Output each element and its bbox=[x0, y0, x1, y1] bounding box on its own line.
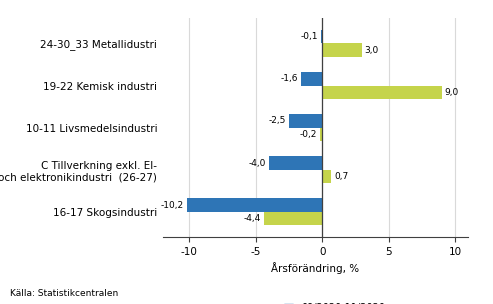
Bar bbox=[319, 128, 322, 141]
Bar bbox=[264, 212, 322, 225]
Bar bbox=[322, 43, 362, 57]
Text: 0,7: 0,7 bbox=[334, 172, 349, 181]
Bar bbox=[289, 114, 322, 128]
Text: -4,4: -4,4 bbox=[244, 214, 261, 223]
Text: -1,6: -1,6 bbox=[281, 74, 298, 83]
Bar bbox=[322, 86, 442, 99]
Bar bbox=[269, 156, 322, 170]
Text: 9,0: 9,0 bbox=[444, 88, 458, 97]
X-axis label: Årsförändring, %: Årsförändring, % bbox=[272, 262, 359, 274]
Bar bbox=[322, 170, 331, 183]
Text: Källa: Statistikcentralen: Källa: Statistikcentralen bbox=[10, 289, 118, 298]
Legend: 09/2020-11/2020, 09/2019-11/2019: 09/2020-11/2020, 09/2019-11/2019 bbox=[283, 303, 385, 304]
Text: -2,5: -2,5 bbox=[269, 116, 286, 126]
Text: 3,0: 3,0 bbox=[365, 46, 379, 55]
Text: -10,2: -10,2 bbox=[161, 201, 184, 210]
Bar bbox=[301, 72, 322, 86]
Text: -0,2: -0,2 bbox=[299, 130, 317, 139]
Text: -0,1: -0,1 bbox=[301, 32, 318, 41]
Bar bbox=[187, 199, 322, 212]
Bar bbox=[321, 30, 322, 43]
Text: -4,0: -4,0 bbox=[249, 159, 266, 168]
